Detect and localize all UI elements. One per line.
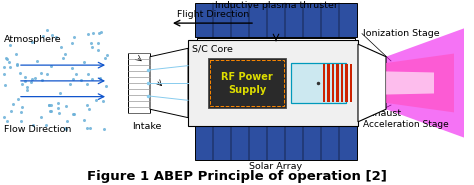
Polygon shape <box>386 28 464 138</box>
Bar <box>332 64 335 102</box>
Bar <box>341 64 344 102</box>
Bar <box>323 64 326 102</box>
Bar <box>208 58 286 108</box>
Text: Acceleration Stage: Acceleration Stage <box>363 120 449 129</box>
Bar <box>346 64 348 102</box>
Polygon shape <box>386 54 454 112</box>
Bar <box>350 64 353 102</box>
Text: Supply: Supply <box>228 85 266 95</box>
Text: Flight Direction: Flight Direction <box>177 10 249 19</box>
Text: Figure 1 ABEP Principle of operation [2]: Figure 1 ABEP Principle of operation [2] <box>87 170 387 183</box>
Bar <box>291 63 346 103</box>
Polygon shape <box>358 44 386 122</box>
Polygon shape <box>386 71 434 95</box>
Bar <box>328 64 330 102</box>
Text: Inductive plasma thruster: Inductive plasma thruster <box>215 1 337 10</box>
Bar <box>195 126 357 160</box>
Bar <box>188 40 358 126</box>
Text: Intake: Intake <box>132 122 162 131</box>
Bar <box>128 53 150 113</box>
Text: Flow Direction: Flow Direction <box>4 125 72 134</box>
Text: Atmosphere: Atmosphere <box>4 35 62 44</box>
Bar <box>337 64 339 102</box>
Text: Solar Array: Solar Array <box>249 162 302 171</box>
Polygon shape <box>150 48 188 118</box>
Text: Ionization Stage: Ionization Stage <box>363 29 439 38</box>
Bar <box>210 60 284 106</box>
Bar <box>195 3 357 37</box>
Text: S/C Core: S/C Core <box>192 44 233 53</box>
Text: Exhaust: Exhaust <box>363 109 401 118</box>
Text: RF Power: RF Power <box>221 72 273 82</box>
